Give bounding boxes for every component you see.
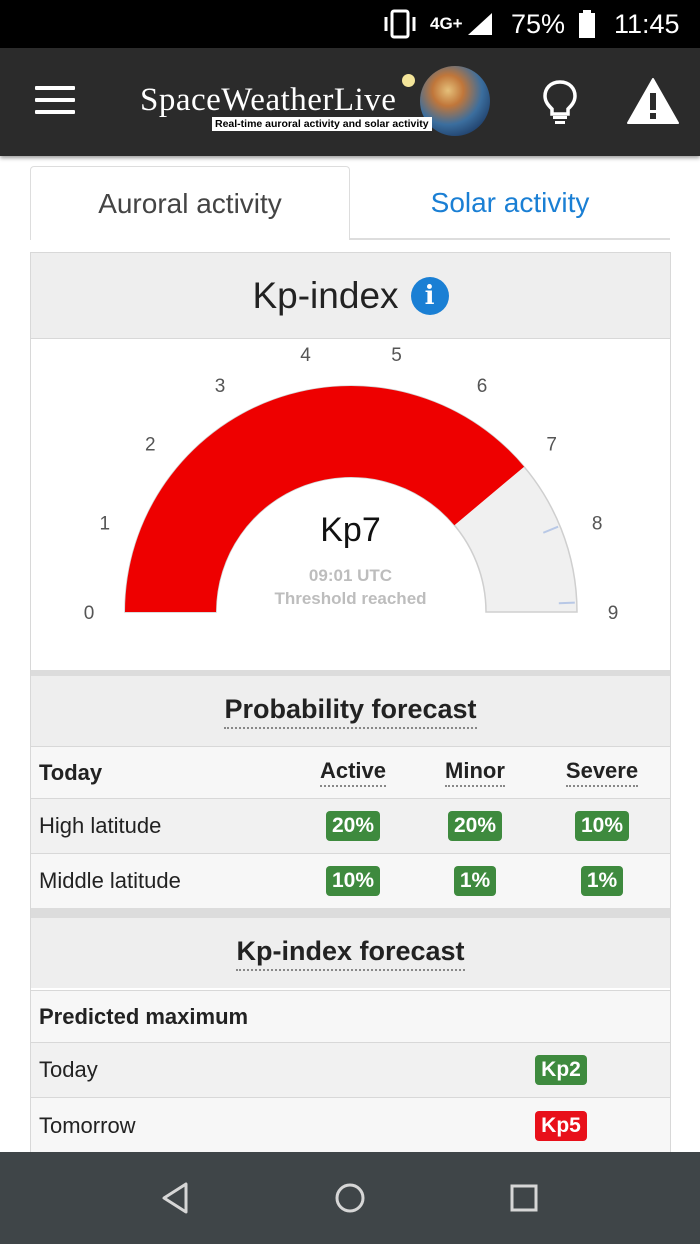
kp-forecast-header: Kp-index forecast [31,918,670,988]
probability-badge: 10% [574,811,630,841]
row-label: Today [39,1057,98,1082]
kp-forecast-header-row: Predicted maximum [31,990,670,1042]
gauge-marker [558,601,575,605]
signal-icon [466,0,494,48]
gauge-tick-label: 8 [592,513,603,534]
gauge-tick-label: 2 [145,435,156,456]
network-type: 4G+ [430,14,463,33]
probability-forecast-header: Probability forecast [31,676,670,746]
kp-badge: Kp2 [535,1055,587,1085]
info-icon[interactable]: i [410,277,449,315]
predicted-maximum-label: Predicted maximum [39,1003,249,1029]
home-icon[interactable] [330,1178,370,1218]
table-row: Middle latitude 10% 1% 1% [31,853,670,908]
row-label: Tomorrow [39,1112,136,1138]
table-row: High latitude 20% 20% 10% [31,798,670,853]
row-label: High latitude [39,813,162,838]
status-bar: 4G+ 75% 11:45 [0,0,700,48]
logo-text: SpaceWeatherLive [140,82,397,118]
kp-forecast-title[interactable]: Kp-index forecast [236,936,465,971]
gauge-tick-label: 5 [391,345,402,366]
gauge-marker [542,525,559,534]
col-severe[interactable]: Severe [565,758,639,787]
vibrate-icon [382,0,418,48]
probability-badge: 20% [325,811,381,841]
lightbulb-icon[interactable] [540,78,580,126]
app-bar: SpaceWeatherLive Real-time auroral activ… [0,48,700,156]
gauge-tick-label: 3 [215,376,226,397]
gauge-tick-label: 7 [546,435,557,456]
recent-apps-icon[interactable] [504,1178,544,1218]
probability-badge: 10% [325,866,381,896]
kp-index-card: Kp-index i 0 1 2 3 4 5 6 7 8 9 Kp7 09:01 UTC Thre… [30,252,671,1153]
row-label: Middle latitude [39,868,181,893]
battery-percent: 75% [511,8,566,39]
tab-bar: Auroral activity Solar activity [30,166,670,240]
gauge-tick-label: 9 [608,603,619,624]
col-active[interactable]: Active [319,758,387,787]
probability-badge: 20% [447,811,503,841]
tab-solar-activity[interactable]: Solar activity [430,187,590,218]
kp-gauge: 0 1 2 3 4 5 6 7 8 9 Kp7 09:01 UTC Threshold reach… [31,339,670,670]
gauge-tick-label: 0 [84,603,95,624]
clock: 11:45 [614,8,680,39]
divider [31,670,670,676]
probability-day-label: Today [39,759,103,785]
col-minor[interactable]: Minor [445,758,505,787]
gauge-time: 09:01 UTC [308,566,393,585]
android-nav-bar [0,1152,700,1244]
probability-badge: 1% [580,866,624,896]
gauge-tick-label: 4 [300,345,311,366]
table-row: Today Kp2 [31,1042,670,1097]
warning-icon[interactable] [626,76,680,126]
card-title: Kp-index [252,275,399,316]
back-icon[interactable] [156,1178,196,1218]
gauge-tick-label: 6 [477,376,488,397]
kp-badge: Kp5 [535,1110,587,1141]
sun-dot-icon [402,74,415,87]
logo-tagline: Real-time auroral activity and solar act… [212,117,432,131]
gauge-value: Kp7 [320,511,381,549]
gauge-tick-label: 1 [100,513,111,534]
probability-forecast-title[interactable]: Probability forecast [224,694,477,729]
probability-header-row: Today Active Minor Severe [31,746,670,798]
gauge-fill [125,386,525,612]
probability-badge: 1% [453,866,497,896]
tab-auroral-activity[interactable]: Auroral activity [30,166,350,240]
globe-icon [420,66,490,136]
logo[interactable]: SpaceWeatherLive Real-time auroral activ… [136,62,496,142]
battery-icon [578,0,596,48]
table-row: Tomorrow Kp5 [31,1097,670,1153]
hamburger-menu-icon[interactable] [35,86,75,118]
gauge-status: Threshold reached [274,589,427,608]
gauge-chart: 0 1 2 3 4 5 6 7 8 9 [84,345,619,624]
divider [31,908,670,918]
card-header: Kp-index i [31,253,670,339]
